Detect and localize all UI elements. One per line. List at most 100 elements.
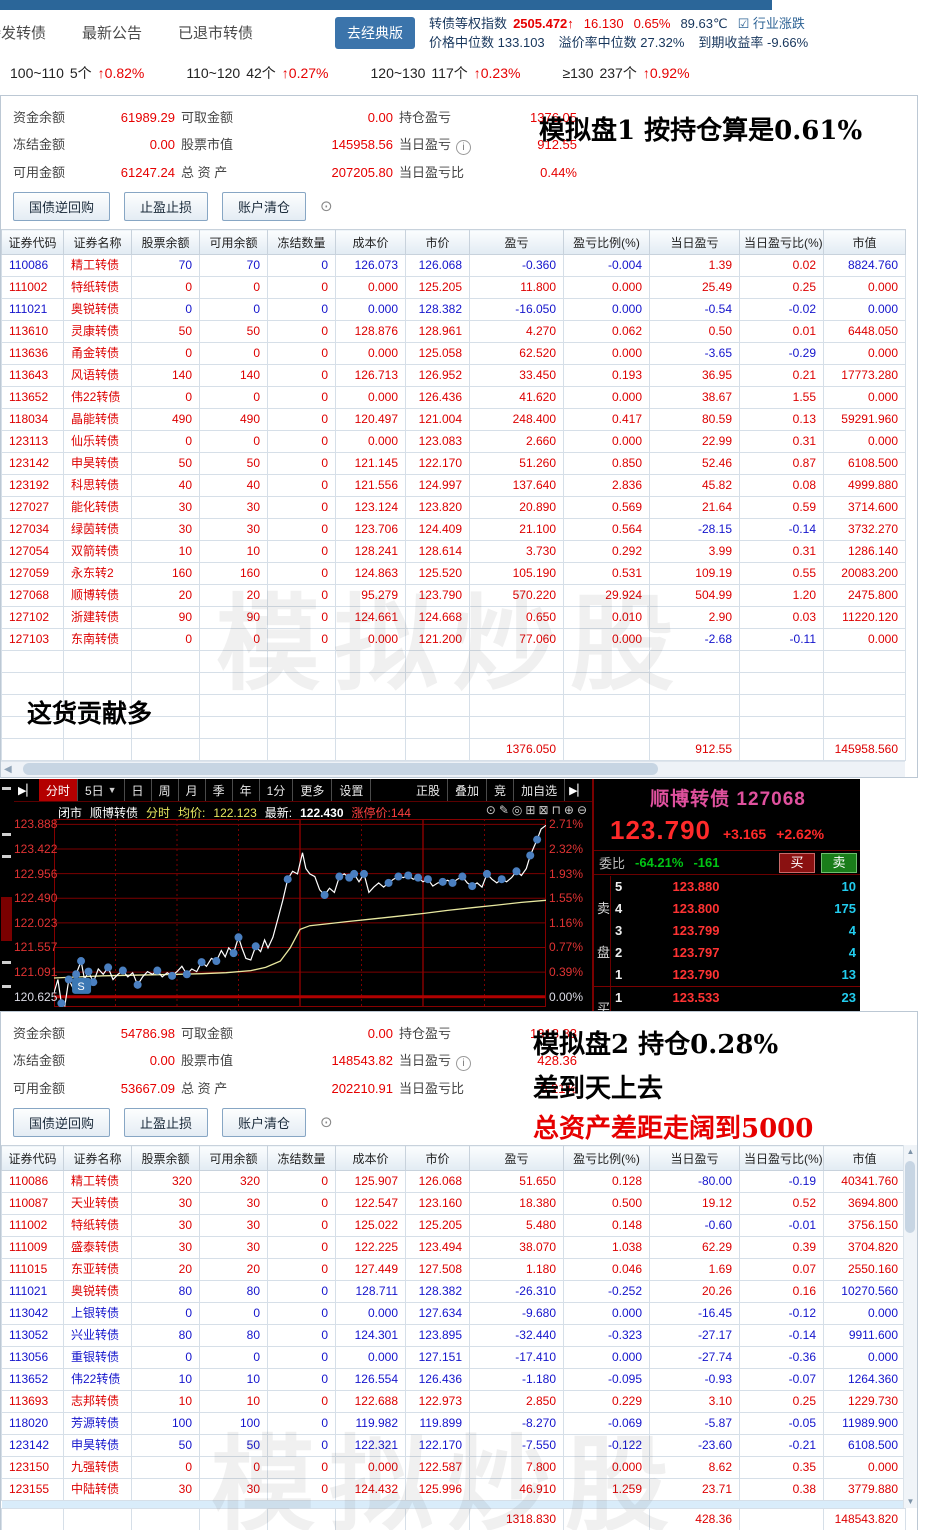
stop-profit-loss-button[interactable]: 止盈止损 <box>124 191 209 221</box>
column-header-cost[interactable]: 成本价 <box>335 229 406 255</box>
table-row[interactable]: 118020 芳源转债 100 100 0 119.982 119.899 -8.270 -0.… <box>1 1412 906 1435</box>
chart-tab-7[interactable]: 年 <box>233 779 260 801</box>
chart-action-4[interactable]: 加自选 <box>514 779 566 801</box>
nav-item-1[interactable]: 待发转债 <box>0 25 47 42</box>
industry-link[interactable]: 行业涨跌 <box>752 15 805 31</box>
settings-gear-icon[interactable]: ⊙ <box>320 1114 333 1131</box>
ask-row[interactable]: 3 123.799 4 <box>611 920 860 942</box>
info-icon[interactable]: i <box>456 1056 472 1071</box>
table-row[interactable]: 110086 精工转债 320 320 0 125.907 126.068 51.650 0.1… <box>1 1170 906 1193</box>
chart-tab-9[interactable]: 更多 <box>293 779 333 801</box>
clear-account-button[interactable]: 账户清仓 <box>222 191 307 221</box>
column-header-cost[interactable]: 成本价 <box>335 1145 406 1171</box>
chart-action-1[interactable]: 正股 <box>409 779 449 801</box>
clear-account-button[interactable]: 账户清仓 <box>222 1107 307 1137</box>
table-row[interactable]: 111002 特纸转债 0 0 0 0.000 125.205 11.800 0.000 25.4… <box>1 276 906 299</box>
chart-tab-1[interactable]: 分时 <box>38 779 78 801</box>
column-header-market-value[interactable]: 市值 <box>823 1145 906 1171</box>
table-row[interactable]: 123192 科思转债 40 40 0 121.556 124.997 137.640 2.83… <box>1 474 906 497</box>
chart-action-3[interactable]: 竞 <box>487 779 515 801</box>
table-row[interactable]: 127034 绿茵转债 30 30 0 123.706 124.409 21.100 0.564… <box>1 518 906 541</box>
chart-tab-10[interactable]: 设置 <box>332 779 372 801</box>
table-row[interactable]: 113643 风语转债 140 140 0 126.713 126.952 33.450 0.1… <box>1 364 906 387</box>
drag-icon[interactable]: ⊠ <box>538 803 552 817</box>
grid-icon[interactable]: ⊞ <box>525 803 539 817</box>
repo-button[interactable]: 国债逆回购 <box>13 191 111 221</box>
settings-gear-icon[interactable]: ⊙ <box>320 198 333 215</box>
range-item-4[interactable]: ≥130 237个 ↑0.92% <box>562 63 689 83</box>
chart-tab-4[interactable]: 周 <box>152 779 179 801</box>
column-header-name[interactable]: 证券名称 <box>63 1145 132 1171</box>
column-header-frozen[interactable]: 冻结数量 <box>267 1145 336 1171</box>
collapse-right-icon[interactable]: ▶▏ <box>569 784 586 797</box>
column-header-day-pl[interactable]: 当日盈亏 <box>649 1145 740 1171</box>
column-header-available[interactable]: 可用余额 <box>199 1145 268 1171</box>
table-row[interactable]: 127059 永东转2 160 160 0 124.863 125.520 105.190 0.… <box>1 562 906 585</box>
industry-checkbox-icon[interactable]: ☑ <box>737 15 750 31</box>
nav-item-2[interactable]: 最新公告 <box>82 25 143 42</box>
table-row[interactable]: 123142 申昊转债 50 50 0 121.145 122.170 51.260 0.850… <box>1 452 906 475</box>
range-item-1[interactable]: 100~110 5个 ↑0.82% <box>10 63 144 83</box>
target-icon[interactable]: ◎ <box>511 803 526 817</box>
scroll-up-icon[interactable]: ▲ <box>906 1147 915 1156</box>
range-item-2[interactable]: 110~120 42个 ↑0.27% <box>186 63 328 83</box>
sell-button[interactable]: 卖 <box>821 852 857 873</box>
ask-row[interactable]: 5 123.880 10 <box>611 876 860 898</box>
chart-left-strip[interactable] <box>0 779 14 1011</box>
table-row[interactable]: 123150 九强转债 0 0 0 0.000 122.587 7.800 0.000 8.62 0… <box>1 1456 906 1479</box>
buy-button[interactable]: 买 <box>779 852 815 873</box>
classic-version-button[interactable]: 去经典版 <box>335 16 416 49</box>
chart-tab-6[interactable]: 季 <box>206 779 233 801</box>
draw-icon[interactable]: ✎ <box>498 803 512 817</box>
column-header-available[interactable]: 可用余额 <box>199 229 268 255</box>
bid-row[interactable]: 1 123.533 23 <box>611 987 860 1009</box>
chart-tab-5[interactable]: 月 <box>179 779 206 801</box>
table-row[interactable]: 127027 能化转债 30 30 0 123.124 123.820 20.890 0.569… <box>1 496 906 519</box>
chart-action-2[interactable]: 叠加 <box>448 779 488 801</box>
collapse-left-icon[interactable]: ▶▏ <box>18 784 35 797</box>
column-header-name[interactable]: 证券名称 <box>63 229 132 255</box>
range-item-3[interactable]: 120~130 117个 ↑0.23% <box>371 63 521 83</box>
column-header-pl-ratio[interactable]: 盈亏比例(%) <box>563 1145 650 1171</box>
table-row[interactable]: 113042 上银转债 0 0 0 0.000 127.634 -9.680 0.000 -16.… <box>1 1302 906 1325</box>
gear-icon[interactable]: ⊙ <box>485 803 499 817</box>
column-header-price[interactable]: 市价 <box>405 229 470 255</box>
column-header-day-pl-ratio[interactable]: 当日盈亏比(%) <box>739 1145 824 1171</box>
table-row[interactable]: 111002 特纸转债 30 30 0 125.022 125.205 5.480 0.148-… <box>1 1214 906 1237</box>
nav-item-3[interactable]: 已退市转债 <box>178 25 254 42</box>
table-row[interactable]: 127068 顺博转债 20 20 0 95.279 123.790 570.220 29.92… <box>1 584 906 607</box>
ask-row[interactable]: 4 123.800 175 <box>611 898 860 920</box>
column-header-code[interactable]: 证券代码 <box>1 1145 64 1171</box>
ask-row[interactable]: 1 123.790 13 <box>611 964 860 986</box>
table-row[interactable]: 123142 申昊转债 50 50 0 122.321 122.170 -7.550 -0.12… <box>1 1434 906 1457</box>
column-header-pl-ratio[interactable]: 盈亏比例(%) <box>563 229 650 255</box>
intraday-chart-canvas[interactable]: S <box>53 819 547 1008</box>
table-row[interactable]: 111021 奥锐转债 80 80 0 128.711 128.382 -26.310 -0.2… <box>1 1280 906 1303</box>
table-row[interactable]: 123113 仙乐转债 0 0 0 0.000 123.083 2.660 0.000 22.99… <box>1 430 906 453</box>
table-row[interactable]: 118034 晶能转债 490 490 0 120.497 121.004 248.400 0.… <box>1 408 906 431</box>
table2-vscroll-thumb[interactable] <box>905 1161 915 1233</box>
column-header-balance[interactable]: 股票余额 <box>131 229 200 255</box>
table-row[interactable]: 113056 重银转债 0 0 0 0.000 127.151 -17.410 0.000 -27… <box>1 1346 906 1369</box>
chart-tab-8[interactable]: 1分 <box>260 779 294 801</box>
zoom-out-icon[interactable]: ⊖ <box>576 803 590 817</box>
table1-hscroll-thumb[interactable] <box>23 763 658 775</box>
column-header-day-pl-ratio[interactable]: 当日盈亏比(%) <box>739 229 824 255</box>
scroll-down-icon[interactable]: ▼ <box>906 1497 915 1506</box>
table-row[interactable]: 127054 双箭转债 10 10 0 128.241 128.614 3.730 0.292 3… <box>1 540 906 563</box>
repo-button[interactable]: 国债逆回购 <box>13 1107 111 1137</box>
zoom-in-icon[interactable]: ⊕ <box>563 803 577 817</box>
scroll-left-icon[interactable]: ◀ <box>4 764 12 775</box>
chart-tab-3[interactable]: 日 <box>125 779 152 801</box>
lock-icon[interactable]: ⊓ <box>551 803 564 817</box>
stop-profit-loss-button[interactable]: 止盈止损 <box>124 1107 209 1137</box>
table-row[interactable]: 111015 东亚转债 20 20 0 127.449 127.508 1.180 0.046 1… <box>1 1258 906 1281</box>
table1-hscrollbar[interactable]: ◀ <box>1 761 905 777</box>
table2-vscrollbar[interactable]: ▲ ▼ <box>903 1145 917 1508</box>
column-header-price[interactable]: 市价 <box>405 1145 470 1171</box>
column-header-balance[interactable]: 股票余额 <box>131 1145 200 1171</box>
table-row[interactable]: 113652 伟22转债 10 10 0 126.554 126.436 -1.180 -0.0… <box>1 1368 906 1391</box>
table-row[interactable]: 127103 东南转债 0 0 0 0.000 121.200 77.060 0.000 -2.6… <box>1 628 906 651</box>
table-row[interactable]: 113052 兴业转债 80 80 0 124.301 123.895 -32.440 -0.3… <box>1 1324 906 1347</box>
info-icon[interactable]: i <box>456 140 472 155</box>
